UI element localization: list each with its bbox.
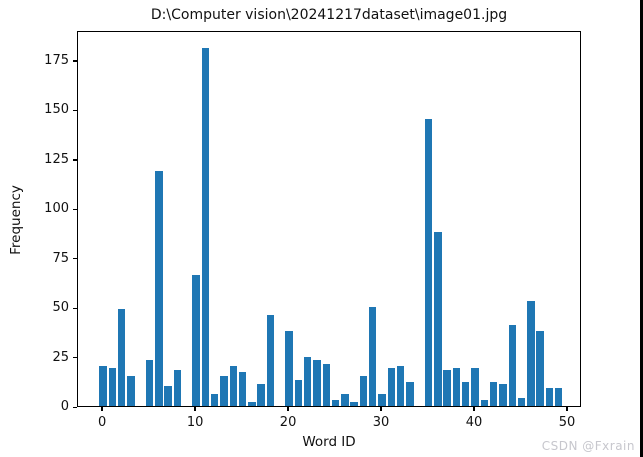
y-tick-label-175: 175 (44, 52, 69, 68)
bar-word-37 (443, 370, 451, 406)
y-tick-label-100: 100 (44, 201, 69, 217)
y-tick-mark (73, 357, 77, 359)
bar-word-36 (434, 231, 442, 406)
bar-word-15 (238, 372, 247, 406)
bar-word-47 (536, 330, 544, 406)
bar-word-16 (248, 402, 256, 406)
x-tick-label-30: 30 (372, 415, 390, 430)
y-tick-mark (73, 159, 77, 161)
bar-word-31 (387, 368, 396, 406)
y-axis-label: Frequency (8, 185, 24, 255)
y-tick-mark (73, 109, 77, 112)
bar-word-42 (489, 382, 498, 406)
bar-word-18 (266, 314, 275, 406)
bar-word-10 (192, 275, 200, 406)
bar-word-35 (424, 119, 433, 406)
bar-word-26 (341, 394, 349, 406)
x-tick-label-10: 10 (186, 415, 204, 430)
bar-word-46 (527, 301, 535, 406)
bar-word-44 (508, 324, 516, 406)
y-tick-label-75: 75 (52, 250, 69, 266)
bar-word-49 (555, 388, 563, 406)
y-tick-label-150: 150 (44, 102, 69, 118)
bar-word-21 (294, 380, 303, 406)
bar-word-14 (229, 366, 237, 406)
bar-word-7 (164, 386, 172, 406)
y-tick-label-25: 25 (52, 349, 69, 365)
bar-word-25 (331, 400, 340, 406)
screenshot-right-border (640, 0, 643, 457)
x-tick-label-0: 0 (97, 415, 107, 430)
y-tick-mark (73, 60, 77, 62)
bar-word-45 (517, 398, 526, 406)
x-tick-mark (566, 407, 568, 411)
bar-word-38 (452, 368, 461, 406)
y-tick-mark (73, 307, 77, 309)
bar-word-48 (545, 388, 554, 406)
bar-word-8 (173, 370, 182, 406)
bar-word-2 (117, 309, 126, 406)
bar-word-23 (313, 360, 321, 406)
bar-word-5 (145, 360, 154, 406)
y-tick-label-50: 50 (52, 300, 69, 316)
bar-word-1 (108, 368, 117, 406)
bar-word-39 (462, 382, 470, 406)
x-tick-mark (287, 407, 289, 411)
y-tick-label-125: 125 (44, 151, 69, 167)
bar-word-40 (471, 368, 479, 406)
plot-area (77, 31, 581, 407)
y-tick-mark (73, 208, 77, 210)
bar-word-24 (322, 364, 330, 406)
bar-word-32 (396, 366, 405, 406)
x-tick-mark (101, 407, 103, 411)
bar-word-13 (220, 376, 228, 406)
bar-word-29 (369, 307, 377, 406)
bar-word-11 (201, 47, 210, 406)
y-tick-mark (73, 406, 77, 408)
bar-word-27 (350, 402, 358, 406)
x-axis-label: Word ID (302, 434, 356, 450)
bar-word-33 (406, 382, 414, 406)
bar-word-43 (499, 384, 507, 406)
bar-word-3 (127, 376, 135, 406)
bar-word-0 (99, 366, 107, 406)
bar-word-28 (359, 376, 368, 406)
chart-title: D:\Computer vision\20241217dataset\image… (150, 7, 508, 23)
bar-word-20 (285, 330, 293, 406)
bar-word-41 (480, 400, 489, 406)
y-tick-mark (73, 258, 77, 260)
x-tick-mark (380, 407, 382, 411)
watermark: CSDN @Fxrain (541, 439, 635, 453)
bar-word-12 (210, 394, 219, 406)
bar-word-17 (257, 384, 265, 406)
x-tick-mark (473, 407, 475, 411)
bar-word-30 (378, 394, 386, 406)
x-tick-label-40: 40 (465, 415, 483, 430)
y-tick-label-0: 0 (60, 399, 69, 414)
x-tick-label-20: 20 (279, 415, 297, 430)
x-tick-label-50: 50 (558, 415, 576, 430)
x-tick-mark (194, 407, 196, 411)
bar-word-22 (303, 356, 312, 406)
bar-word-6 (155, 170, 163, 406)
